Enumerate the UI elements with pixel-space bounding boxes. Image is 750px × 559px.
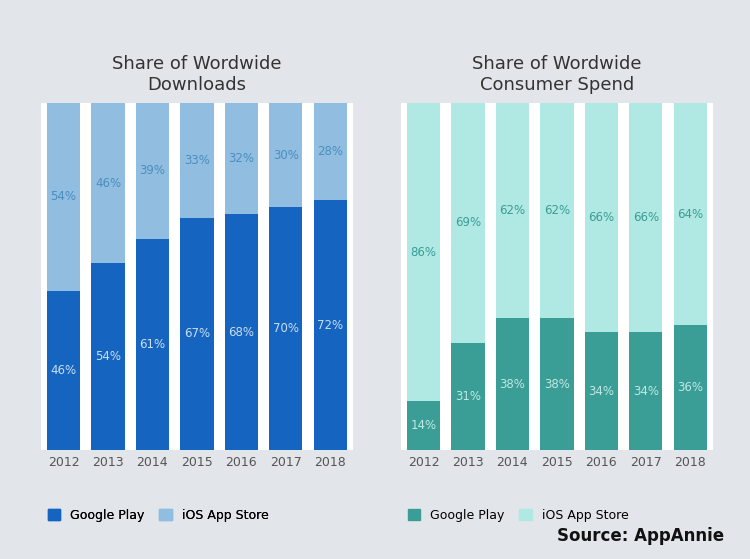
Legend: Google Play, iOS App Store: Google Play, iOS App Store — [47, 509, 268, 522]
Text: 64%: 64% — [677, 208, 703, 221]
Text: 36%: 36% — [677, 381, 703, 394]
Text: 34%: 34% — [633, 385, 658, 397]
Text: 46%: 46% — [50, 364, 76, 377]
Text: 34%: 34% — [588, 385, 614, 397]
Bar — [585, 103, 618, 332]
Text: 39%: 39% — [140, 164, 166, 178]
Bar — [452, 103, 484, 343]
Text: 54%: 54% — [95, 350, 121, 363]
Text: 46%: 46% — [95, 177, 121, 190]
Bar — [314, 103, 347, 201]
Bar — [269, 103, 302, 207]
Text: 68%: 68% — [228, 326, 254, 339]
Text: 61%: 61% — [140, 338, 166, 351]
Bar — [180, 218, 214, 450]
Bar — [269, 207, 302, 450]
Title: Share of Wordwide
Downloads: Share of Wordwide Downloads — [112, 55, 282, 93]
Bar — [674, 103, 707, 325]
Bar — [540, 103, 574, 318]
Text: 70%: 70% — [273, 322, 298, 335]
Text: 69%: 69% — [455, 216, 481, 230]
Text: 66%: 66% — [633, 211, 658, 224]
Text: Source: AppAnnie: Source: AppAnnie — [556, 527, 724, 545]
Bar — [674, 325, 707, 450]
Text: 32%: 32% — [228, 153, 254, 165]
Text: 14%: 14% — [410, 419, 436, 432]
Bar — [406, 401, 440, 450]
Text: 30%: 30% — [273, 149, 298, 162]
Bar — [92, 103, 124, 263]
Text: 38%: 38% — [500, 378, 525, 391]
Bar — [629, 103, 662, 332]
Title: Share of Wordwide
Consumer Spend: Share of Wordwide Consumer Spend — [472, 55, 641, 93]
Bar — [225, 214, 258, 450]
Text: 86%: 86% — [410, 246, 436, 259]
Bar — [585, 332, 618, 450]
Text: 67%: 67% — [184, 328, 210, 340]
Bar — [406, 103, 440, 401]
Bar — [225, 103, 258, 214]
Bar — [629, 332, 662, 450]
Bar — [136, 103, 169, 239]
Bar — [496, 318, 529, 450]
Text: 62%: 62% — [500, 205, 526, 217]
Bar — [46, 291, 80, 450]
Bar — [92, 263, 124, 450]
Legend: Google Play, iOS App Store: Google Play, iOS App Store — [407, 509, 628, 522]
Text: 28%: 28% — [317, 145, 344, 158]
Bar — [540, 318, 574, 450]
Text: 72%: 72% — [317, 319, 344, 331]
Bar — [314, 201, 347, 450]
Text: 38%: 38% — [544, 378, 570, 391]
Bar — [136, 239, 169, 450]
Bar — [46, 103, 80, 291]
Text: 62%: 62% — [544, 205, 570, 217]
Bar — [496, 103, 529, 318]
Text: 66%: 66% — [588, 211, 614, 224]
Text: 31%: 31% — [455, 390, 481, 403]
Text: 54%: 54% — [50, 191, 76, 203]
Text: 33%: 33% — [184, 154, 210, 167]
Bar — [180, 103, 214, 218]
Bar — [452, 343, 484, 450]
